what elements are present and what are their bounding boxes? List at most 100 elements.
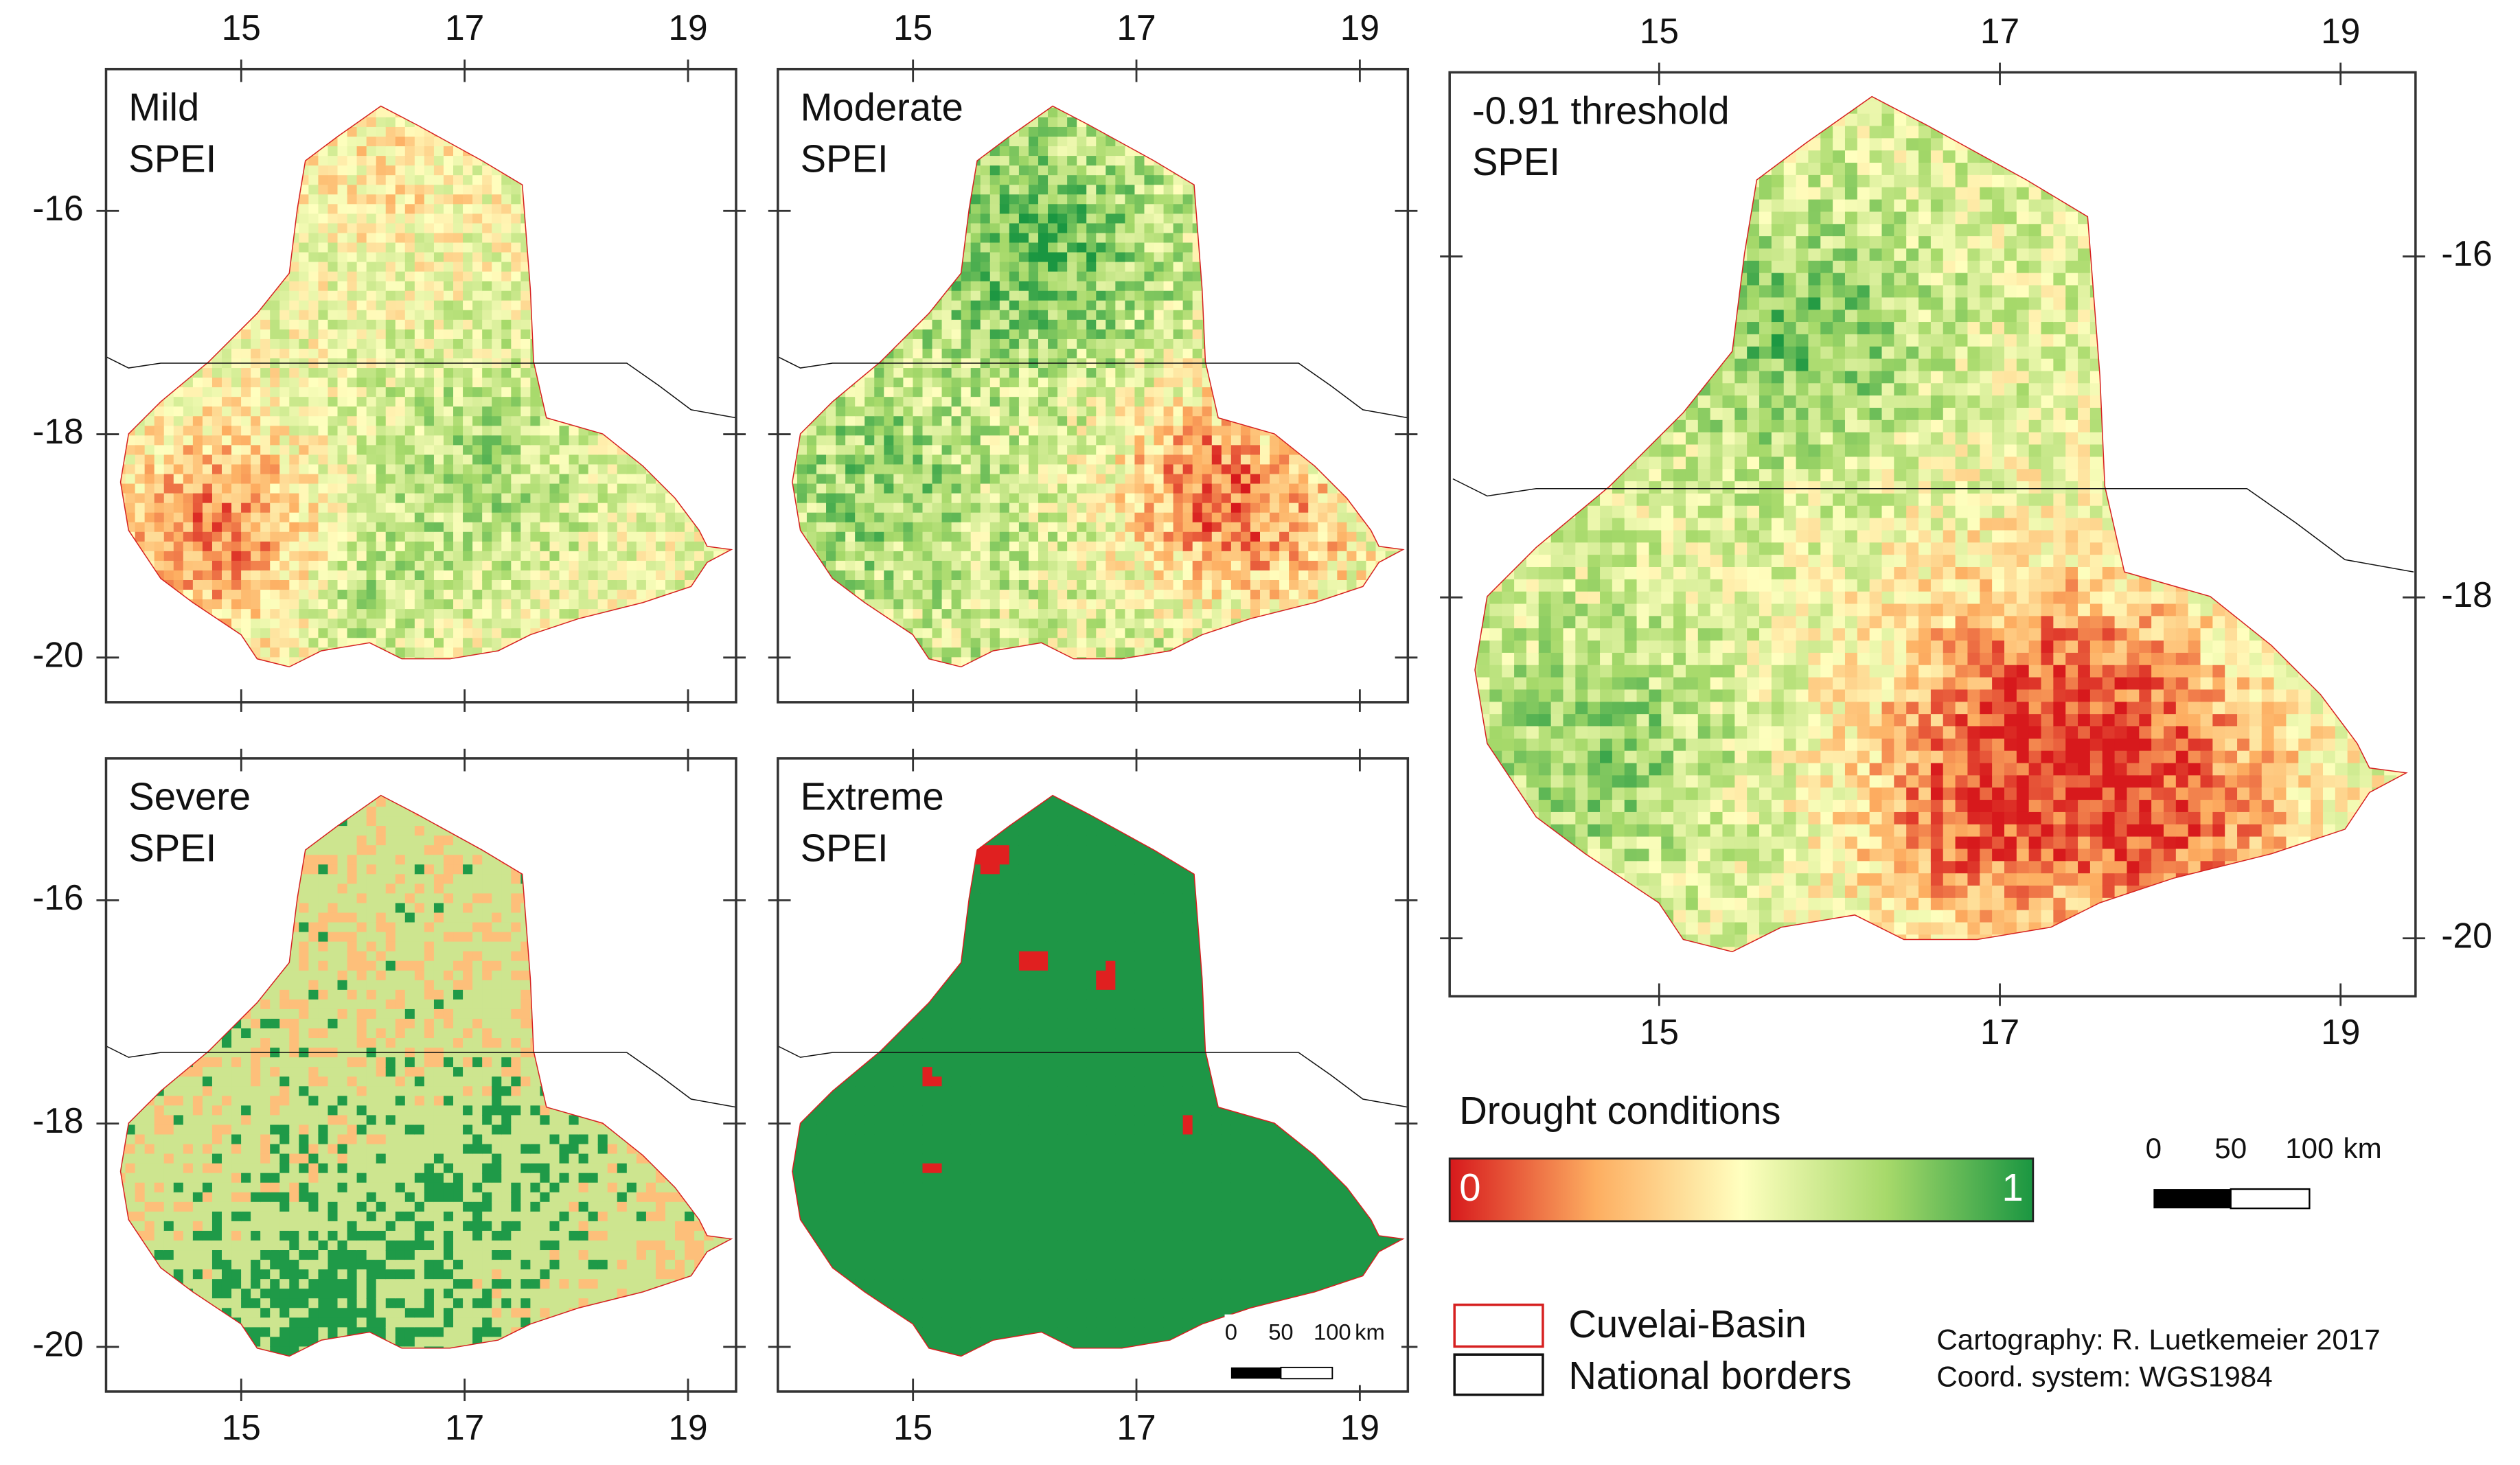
raster-cell <box>443 454 454 465</box>
raster-cell <box>453 223 463 234</box>
raster-cell <box>404 242 415 253</box>
raster-cell <box>163 483 174 494</box>
raster-cell <box>472 233 483 244</box>
raster-cell <box>404 378 415 388</box>
raster-cell <box>597 522 608 533</box>
raster-cell <box>559 474 570 485</box>
raster-cell <box>318 599 329 610</box>
raster-cell <box>472 454 483 465</box>
raster-cell <box>376 426 387 437</box>
raster-cell <box>578 551 589 562</box>
raster-cell <box>472 281 483 292</box>
raster-cell <box>404 464 415 475</box>
raster-cell <box>588 445 599 456</box>
raster-cell <box>251 579 261 590</box>
raster-cell <box>385 156 396 166</box>
raster-cell <box>511 512 522 523</box>
raster-cell <box>395 579 406 590</box>
raster-cell <box>414 551 425 562</box>
raster-cell <box>424 300 435 311</box>
raster-cell <box>308 214 319 224</box>
raster-cell <box>424 290 435 301</box>
raster-cell <box>443 551 454 562</box>
raster-cell <box>328 619 339 629</box>
raster-cell <box>569 445 580 456</box>
raster-cell <box>163 406 174 417</box>
raster-cell <box>549 590 560 600</box>
raster-cell <box>328 599 339 610</box>
raster-cell <box>463 175 473 185</box>
raster-cell <box>806 435 817 446</box>
raster-cell <box>192 503 203 514</box>
raster-cell <box>347 560 358 571</box>
raster-cell <box>578 493 589 504</box>
raster-cell <box>395 271 406 282</box>
raster-cell <box>260 454 271 465</box>
raster-cell <box>414 541 425 552</box>
raster-cell <box>433 175 444 185</box>
raster-cell <box>588 570 599 581</box>
basin-outline <box>121 106 731 667</box>
raster-cell <box>376 175 387 185</box>
raster-cell <box>424 406 435 417</box>
raster-cell <box>742 358 753 369</box>
raster-cell <box>135 454 146 465</box>
raster-cell <box>144 541 155 552</box>
raster-cell <box>260 599 271 610</box>
raster-cell <box>742 368 753 378</box>
raster-cell <box>501 185 512 195</box>
raster-cell <box>645 560 656 571</box>
raster-cell <box>154 464 165 475</box>
raster-cell <box>231 348 242 359</box>
raster-cell <box>241 619 251 629</box>
raster-cell <box>260 638 271 649</box>
raster-cell <box>404 300 415 311</box>
raster-cell <box>404 156 415 166</box>
raster-cell <box>655 560 666 571</box>
raster-cell <box>395 435 406 446</box>
raster-cell <box>855 474 865 485</box>
raster-cell <box>173 531 184 542</box>
raster-cell <box>742 349 753 359</box>
raster-cell <box>453 619 463 629</box>
raster-cell <box>356 204 367 215</box>
raster-cell <box>366 175 377 185</box>
raster-cell <box>318 338 329 349</box>
raster-cell <box>482 628 492 638</box>
raster-cell <box>154 503 165 514</box>
scale-tick: 100 <box>2285 1132 2333 1164</box>
raster-cell <box>308 560 319 571</box>
raster-cell <box>395 300 406 311</box>
raster-cell <box>251 638 261 649</box>
raster-cell <box>520 454 531 465</box>
raster-cell <box>424 493 435 504</box>
raster-cell <box>356 387 367 397</box>
raster-cell <box>742 494 753 504</box>
raster-cell <box>231 590 242 600</box>
raster-cell <box>366 619 377 629</box>
raster-cell <box>202 531 213 542</box>
raster-cell <box>270 638 280 649</box>
raster-cell <box>443 503 454 514</box>
raster-cell <box>318 426 329 437</box>
raster-cell <box>173 387 184 397</box>
raster-cell <box>299 204 310 215</box>
raster-cell <box>742 281 753 292</box>
raster-cell <box>328 281 339 292</box>
raster-cell <box>356 137 367 147</box>
raster-cell <box>414 512 425 523</box>
raster-cell <box>404 214 415 224</box>
raster-cell <box>836 512 846 523</box>
raster-cell <box>299 406 310 417</box>
raster-cell <box>404 560 415 571</box>
raster-cell <box>607 551 618 562</box>
raster-cell <box>318 368 329 378</box>
raster-cell <box>144 474 155 485</box>
raster-cell <box>569 474 580 485</box>
raster-cell <box>816 522 827 533</box>
raster-cell <box>511 233 522 244</box>
raster-cell <box>463 416 473 427</box>
raster-cell <box>501 252 512 263</box>
raster-cell <box>231 570 242 581</box>
raster-cell <box>318 551 329 562</box>
